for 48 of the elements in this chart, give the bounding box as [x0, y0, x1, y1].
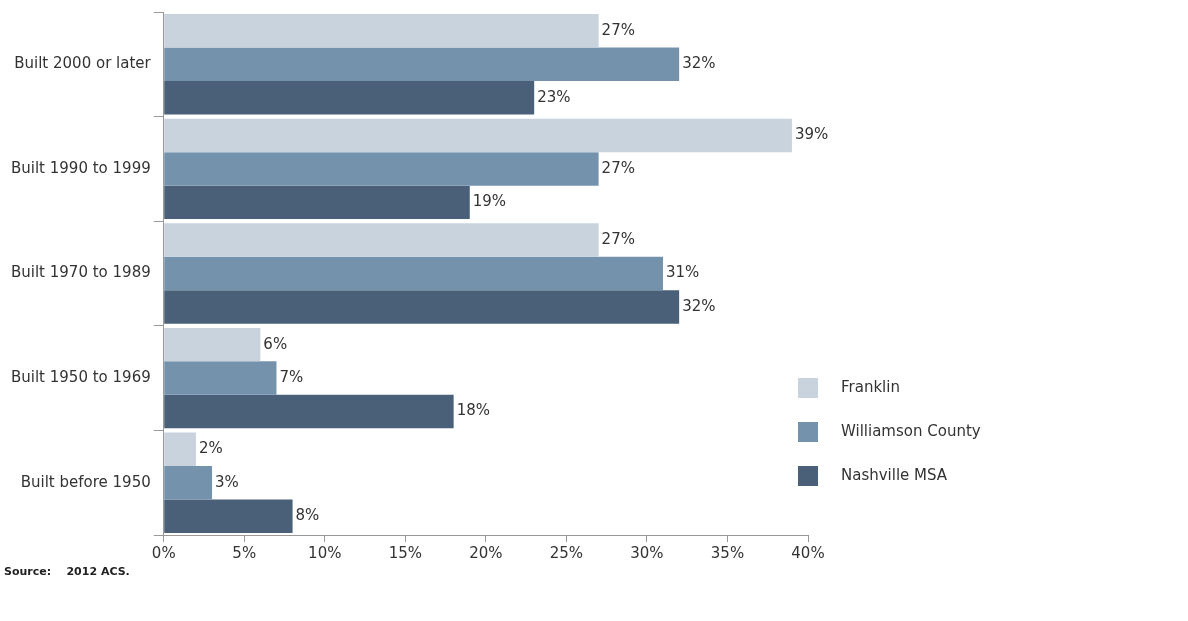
bar	[164, 327, 261, 362]
y-tick-label: Built before 1950	[20, 472, 151, 491]
bar	[164, 14, 599, 48]
x-tick-label: 20%	[469, 543, 503, 562]
data-label: 8%	[295, 506, 320, 525]
legend-label: Nashville MSA	[841, 465, 948, 484]
bar	[164, 394, 454, 429]
source-note: Source: 2012 ACS.	[4, 564, 130, 578]
x-tick-label: 35%	[710, 543, 745, 562]
bar	[164, 152, 599, 186]
x-tick-label: 25%	[549, 543, 584, 562]
data-label: 32%	[682, 296, 716, 315]
bar	[164, 185, 470, 220]
data-label: 31%	[666, 263, 700, 282]
data-label: 27%	[601, 158, 635, 177]
x-tick-label: 5%	[232, 543, 257, 562]
x-tick-label: 30%	[630, 543, 664, 562]
bar	[164, 256, 664, 291]
bar	[164, 47, 680, 82]
bar	[164, 432, 196, 466]
bar	[164, 290, 680, 324]
legend-label: Williamson County	[841, 421, 981, 440]
bar	[164, 223, 599, 257]
data-label: 2%	[198, 439, 223, 458]
data-label: 27%	[601, 20, 635, 39]
data-label: 3%	[215, 472, 239, 491]
bar	[164, 118, 792, 153]
data-label: 23%	[537, 87, 571, 106]
y-tick-label: Built 1990 to 1999	[10, 158, 151, 177]
data-label: 39%	[794, 125, 829, 144]
data-label: 19%	[472, 192, 507, 211]
y-tick-label: Built 2000 or later	[14, 54, 152, 73]
y-tick-label: Built 1970 to 1989	[10, 263, 151, 282]
x-tick-label: 0%	[151, 543, 176, 562]
x-tick-label: 15%	[388, 543, 422, 562]
bar	[164, 81, 535, 115]
bar	[164, 361, 277, 395]
y-tick-label: Built 1950 to 1969	[10, 367, 151, 386]
x-tick-label: 10%	[308, 543, 342, 562]
data-label: 18%	[456, 401, 490, 420]
bar	[164, 465, 213, 500]
data-label: 32%	[682, 54, 716, 73]
bar	[164, 499, 293, 533]
legend-label: Franklin	[841, 377, 900, 396]
data-label: 6%	[263, 334, 288, 353]
x-tick-label: 40%	[791, 543, 825, 562]
data-label: 27%	[601, 229, 635, 248]
data-label: 7%	[279, 367, 304, 386]
